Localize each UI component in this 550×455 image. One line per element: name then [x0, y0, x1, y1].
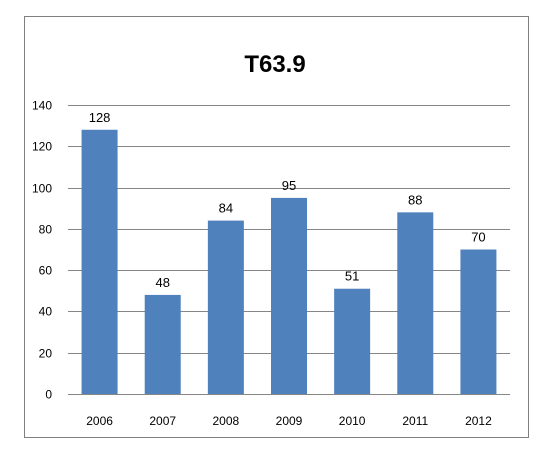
y-tick-label: 140	[32, 99, 52, 113]
x-tick-label: 2009	[276, 414, 303, 428]
bar	[460, 249, 497, 394]
x-axis-tick-labels: 2006 2007 2008 2009 2010 2011 2012	[86, 414, 492, 428]
data-label: 51	[345, 269, 359, 284]
y-tick-label: 40	[39, 305, 53, 319]
x-tick-label: 2006	[86, 414, 113, 428]
bar	[271, 197, 307, 394]
x-tick-label: 2012	[465, 414, 492, 428]
y-tick-label: 100	[32, 182, 52, 196]
y-tick-label: 0	[45, 388, 52, 402]
bar	[207, 220, 244, 394]
data-labels: 128 48 84 95 51 88 70	[89, 110, 486, 290]
data-label: 95	[282, 178, 296, 193]
y-tick-label: 80	[39, 223, 53, 237]
x-tick-label: 2011	[402, 414, 428, 428]
bar	[397, 212, 434, 394]
bar	[334, 288, 371, 394]
data-label: 70	[471, 230, 485, 245]
y-tick-label: 20	[39, 347, 53, 361]
y-tick-label: 60	[39, 264, 53, 278]
x-tick-label: 2008	[213, 414, 240, 428]
chart-title: T63.9	[244, 51, 305, 78]
bar	[144, 294, 181, 394]
data-label: 128	[89, 110, 111, 125]
x-tick-label: 2007	[149, 414, 176, 428]
data-label: 88	[408, 192, 422, 207]
data-label: 84	[219, 201, 233, 216]
y-axis-tick-labels: 0 20 40 60 80 100 120 140	[32, 99, 52, 402]
x-tick-label: 2010	[339, 414, 366, 428]
bar	[81, 129, 118, 394]
bars	[81, 129, 497, 394]
data-label: 48	[155, 275, 169, 290]
y-tick-label: 120	[32, 140, 52, 154]
